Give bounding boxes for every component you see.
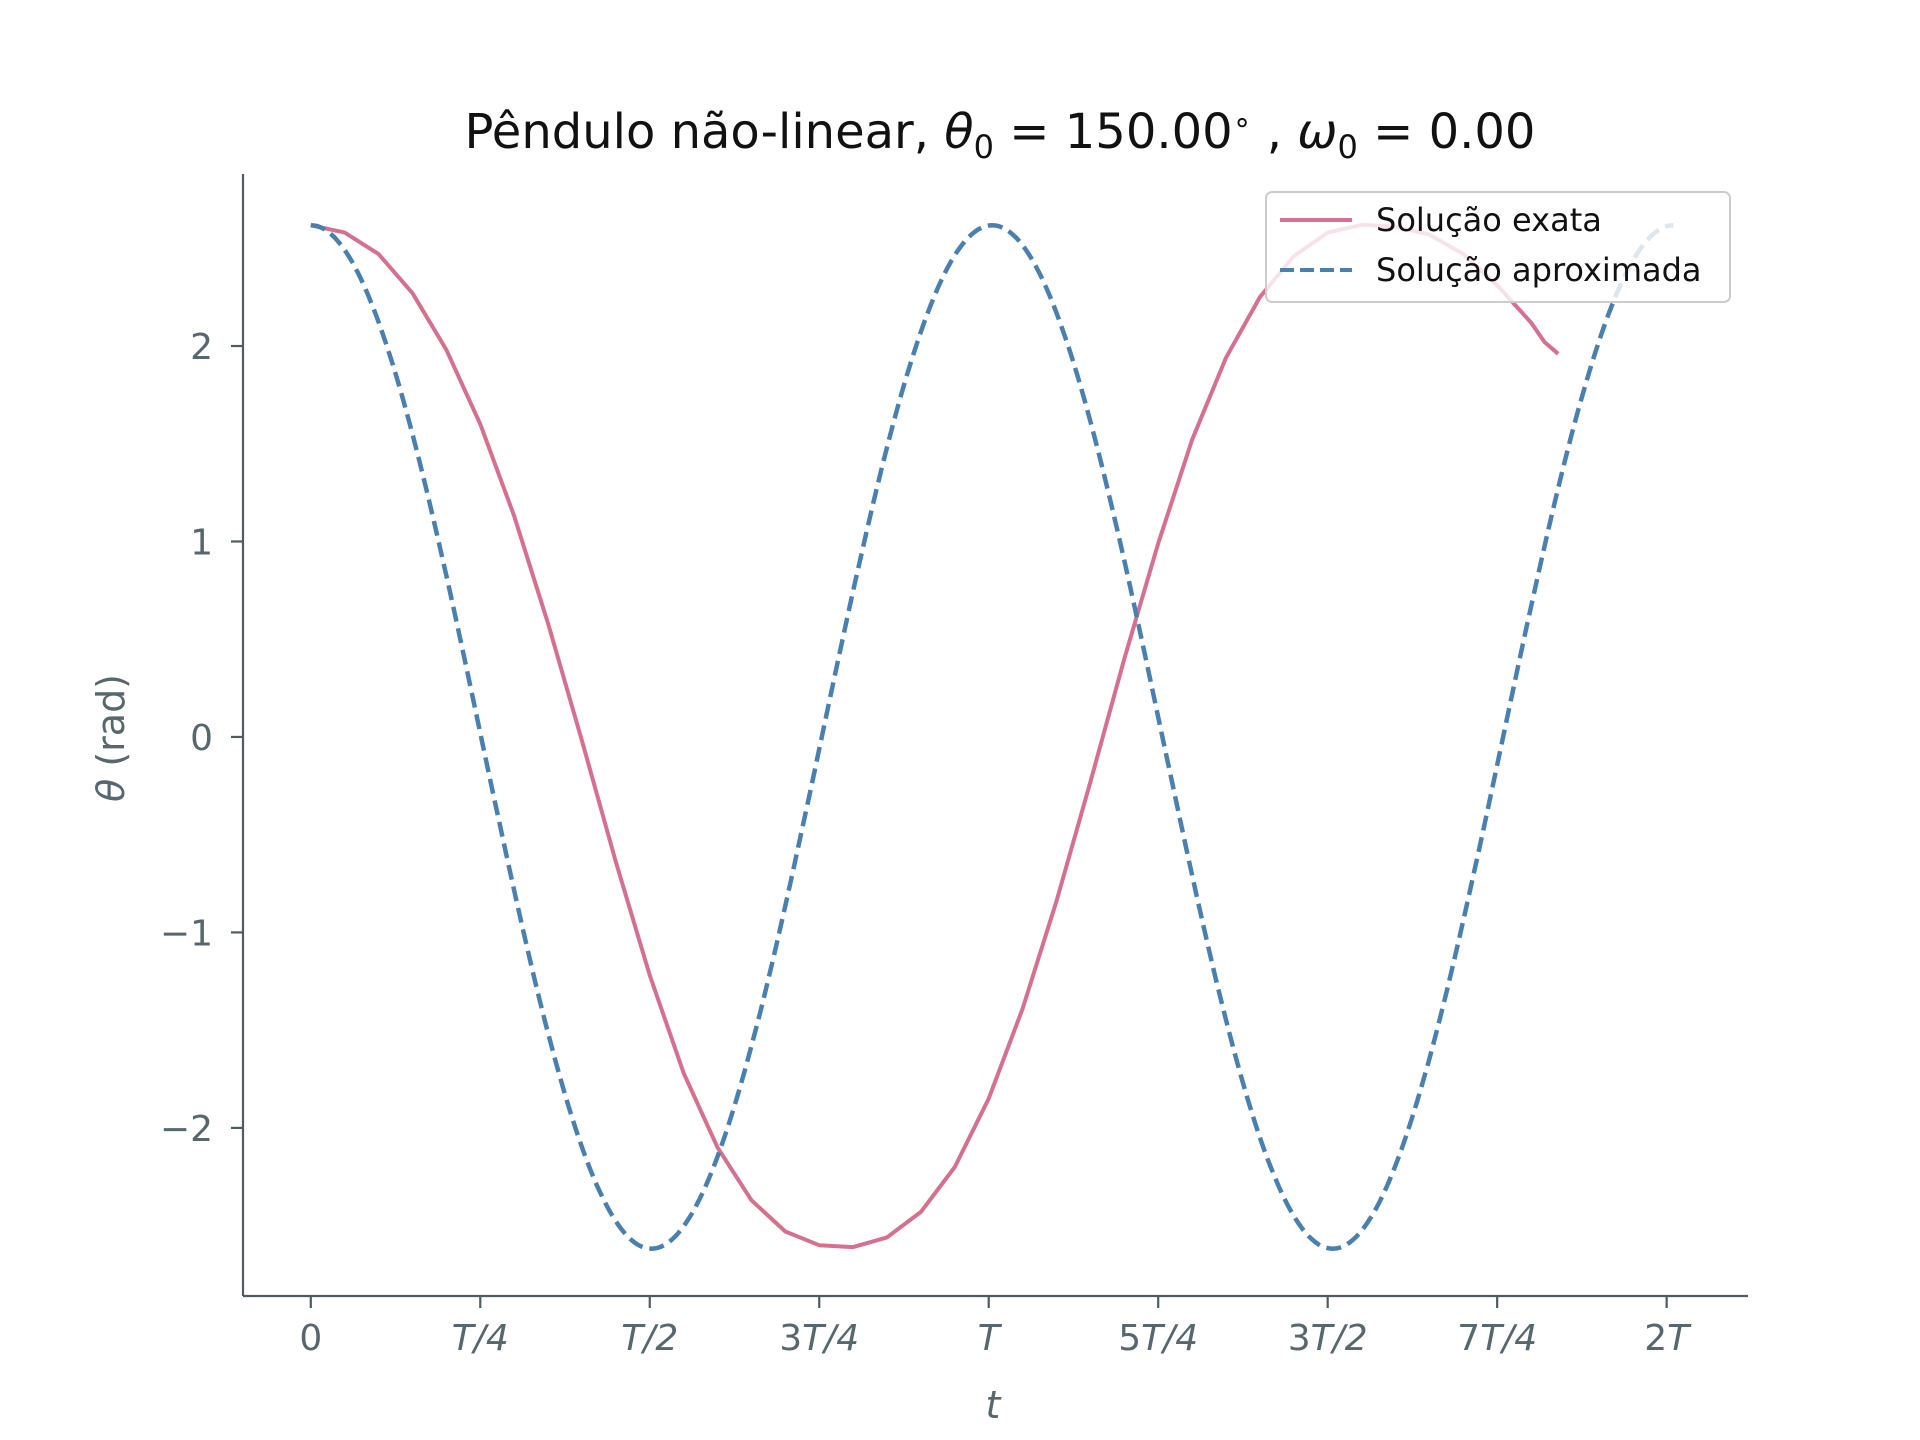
legend-frame — [1265, 191, 1731, 303]
y-tick-label: 0 — [190, 718, 213, 759]
legend: Solução exata Solução aproximada — [1265, 191, 1731, 303]
y-tick-label: 1 — [190, 522, 213, 563]
x-tick-label: 7T/4 — [1457, 1318, 1537, 1359]
x-tick-label: T/2 — [621, 1318, 678, 1359]
y-tick-label: 2 — [190, 327, 213, 368]
x-tick-label: 3T/4 — [779, 1318, 859, 1359]
series-line-exact — [310, 222, 1560, 1250]
y-axis-ticks: 2 1 0 −1 −2 — [160, 327, 243, 1150]
x-tick-label: 2T — [1644, 1318, 1692, 1359]
legend-label-approx: Solução aproximada — [1376, 251, 1702, 289]
y-tick-label: −2 — [160, 1109, 213, 1150]
y-tick-label: −1 — [160, 913, 213, 954]
x-tick-label: 0 — [299, 1318, 322, 1359]
plot-area — [310, 222, 1674, 1251]
y-axis-label: θ (rad) — [89, 674, 133, 802]
x-tick-label: T/4 — [452, 1318, 509, 1359]
legend-label-exact: Solução exata — [1376, 201, 1602, 239]
x-axis-label: t — [986, 1383, 1003, 1427]
x-tick-label: 3T/2 — [1288, 1318, 1368, 1359]
chart-title: Pêndulo não-linear, θ0 = 150.00∘ , ω0 = … — [465, 104, 1536, 166]
x-axis-ticks: 0 T/4 T/2 3T/4 T 5T/4 3T/2 7T/4 2T — [299, 1296, 1692, 1359]
x-tick-label: 5T/4 — [1118, 1318, 1198, 1359]
series-line-approx — [310, 222, 1674, 1251]
x-tick-label: T — [978, 1318, 1003, 1359]
